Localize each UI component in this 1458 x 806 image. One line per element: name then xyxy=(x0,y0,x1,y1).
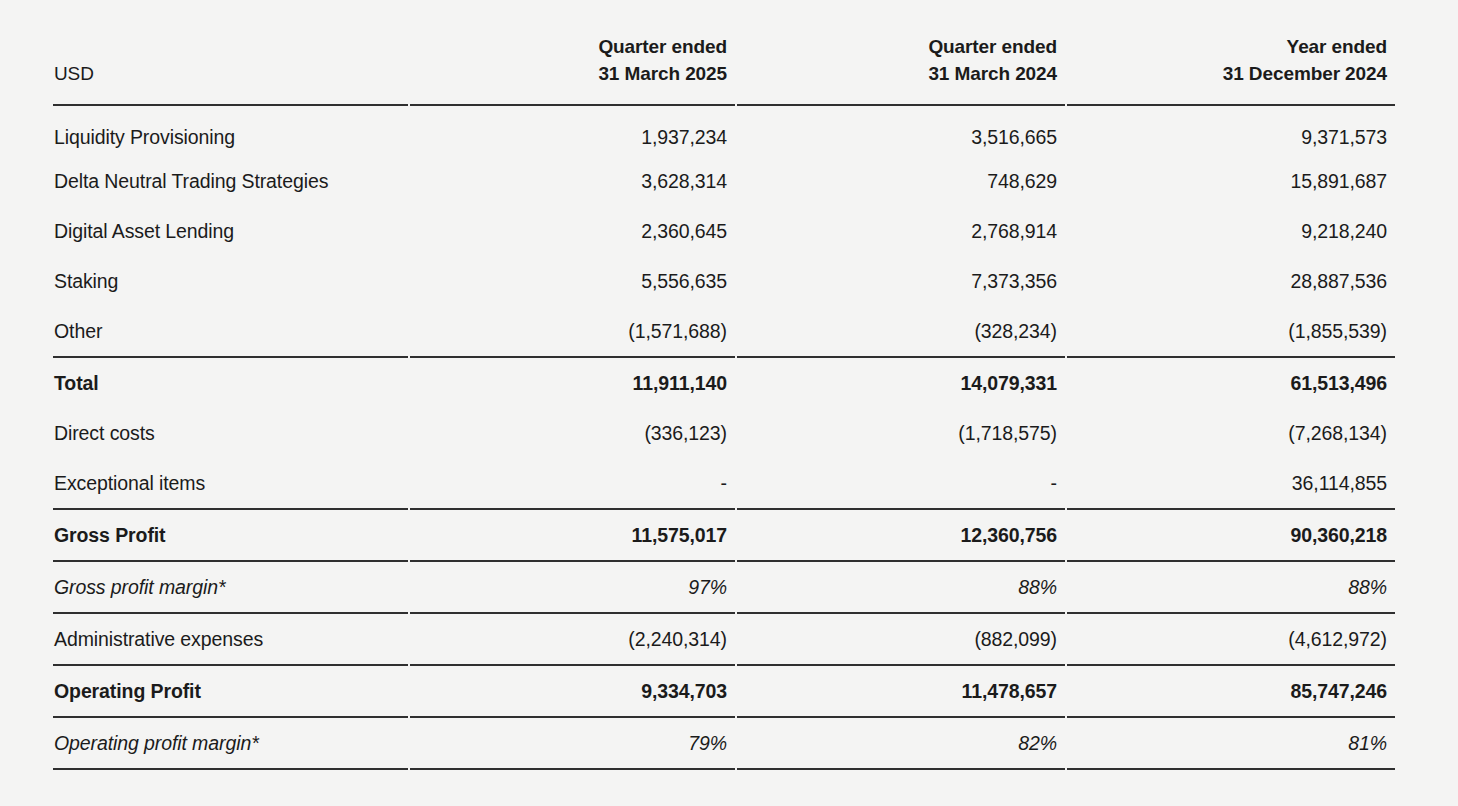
row-exceptional-items: Exceptional items--36,114,855 xyxy=(53,458,1395,510)
cell-value: (1,855,539) xyxy=(1067,306,1395,358)
row-label: Digital Asset Lending xyxy=(53,206,408,256)
table-header: USD Quarter ended 31 March 2025 Quarter … xyxy=(53,0,1395,106)
row-label: Operating Profit xyxy=(53,666,408,718)
row-other: Other(1,571,688)(328,234)(1,855,539) xyxy=(53,306,1395,358)
cell-value: 88% xyxy=(1067,562,1395,614)
cell-value: 3,628,314 xyxy=(410,156,735,206)
row-label: Total xyxy=(53,358,408,408)
financial-results-table: USD Quarter ended 31 March 2025 Quarter … xyxy=(51,0,1397,770)
row-label: Other xyxy=(53,306,408,358)
cell-value: 9,371,573 xyxy=(1067,106,1395,156)
cell-value: - xyxy=(737,458,1065,510)
row-label: Liquidity Provisioning xyxy=(53,106,408,156)
cell-value: (2,240,314) xyxy=(410,614,735,666)
row-operating-profit: Operating Profit9,334,70311,478,65785,74… xyxy=(53,666,1395,718)
column-header-line2: 31 March 2024 xyxy=(928,63,1057,84)
cell-value: 61,513,496 xyxy=(1067,358,1395,408)
table-body: Liquidity Provisioning1,937,2343,516,665… xyxy=(53,106,1395,770)
cell-value: (336,123) xyxy=(410,408,735,458)
cell-value: 7,373,356 xyxy=(737,256,1065,306)
cell-value: 82% xyxy=(737,718,1065,770)
column-header-quarter-2024: Quarter ended 31 March 2024 xyxy=(737,0,1065,106)
row-label: Administrative expenses xyxy=(53,614,408,666)
row-operating-profit-margin: Operating profit margin*79%82%81% xyxy=(53,718,1395,770)
row-label: Operating profit margin* xyxy=(53,718,408,770)
column-header-year-2024: Year ended 31 December 2024 xyxy=(1067,0,1395,106)
column-header-quarter-2025: Quarter ended 31 March 2025 xyxy=(410,0,735,106)
header-row: USD Quarter ended 31 March 2025 Quarter … xyxy=(53,0,1395,106)
cell-value: - xyxy=(410,458,735,510)
cell-value: 15,891,687 xyxy=(1067,156,1395,206)
row-administrative-expenses: Administrative expenses(2,240,314)(882,0… xyxy=(53,614,1395,666)
column-header-line2: 31 March 2025 xyxy=(598,63,727,84)
column-header-line2: 31 December 2024 xyxy=(1223,63,1387,84)
cell-value: 28,887,536 xyxy=(1067,256,1395,306)
cell-value: (882,099) xyxy=(737,614,1065,666)
cell-value: (1,571,688) xyxy=(410,306,735,358)
cell-value: 14,079,331 xyxy=(737,358,1065,408)
row-delta-neutral-trading-strategies: Delta Neutral Trading Strategies3,628,31… xyxy=(53,156,1395,206)
currency-label: USD xyxy=(53,0,408,106)
row-label: Direct costs xyxy=(53,408,408,458)
cell-value: 12,360,756 xyxy=(737,510,1065,562)
cell-value: 748,629 xyxy=(737,156,1065,206)
cell-value: (7,268,134) xyxy=(1067,408,1395,458)
cell-value: 90,360,218 xyxy=(1067,510,1395,562)
row-gross-profit-margin: Gross profit margin*97%88%88% xyxy=(53,562,1395,614)
column-header-line1: Quarter ended xyxy=(928,36,1057,57)
cell-value: (4,612,972) xyxy=(1067,614,1395,666)
cell-value: 79% xyxy=(410,718,735,770)
cell-value: 9,218,240 xyxy=(1067,206,1395,256)
cell-value: (328,234) xyxy=(737,306,1065,358)
cell-value: 11,575,017 xyxy=(410,510,735,562)
cell-value: 97% xyxy=(410,562,735,614)
row-label: Exceptional items xyxy=(53,458,408,510)
column-header-line1: Quarter ended xyxy=(598,36,727,57)
column-header-line1: Year ended xyxy=(1287,36,1387,57)
cell-value: 5,556,635 xyxy=(410,256,735,306)
cell-value: (1,718,575) xyxy=(737,408,1065,458)
row-label: Gross profit margin* xyxy=(53,562,408,614)
cell-value: 11,478,657 xyxy=(737,666,1065,718)
cell-value: 2,360,645 xyxy=(410,206,735,256)
cell-value: 11,911,140 xyxy=(410,358,735,408)
row-label: Delta Neutral Trading Strategies xyxy=(53,156,408,206)
row-label: Gross Profit xyxy=(53,510,408,562)
cell-value: 81% xyxy=(1067,718,1395,770)
row-gross-profit: Gross Profit11,575,01712,360,75690,360,2… xyxy=(53,510,1395,562)
row-liquidity-provisioning: Liquidity Provisioning1,937,2343,516,665… xyxy=(53,106,1395,156)
cell-value: 1,937,234 xyxy=(410,106,735,156)
row-total: Total11,911,14014,079,33161,513,496 xyxy=(53,358,1395,408)
row-label: Staking xyxy=(53,256,408,306)
row-digital-asset-lending: Digital Asset Lending2,360,6452,768,9149… xyxy=(53,206,1395,256)
cell-value: 3,516,665 xyxy=(737,106,1065,156)
row-staking: Staking5,556,6357,373,35628,887,536 xyxy=(53,256,1395,306)
cell-value: 9,334,703 xyxy=(410,666,735,718)
cell-value: 85,747,246 xyxy=(1067,666,1395,718)
cell-value: 2,768,914 xyxy=(737,206,1065,256)
cell-value: 36,114,855 xyxy=(1067,458,1395,510)
row-direct-costs: Direct costs(336,123)(1,718,575)(7,268,1… xyxy=(53,408,1395,458)
cell-value: 88% xyxy=(737,562,1065,614)
